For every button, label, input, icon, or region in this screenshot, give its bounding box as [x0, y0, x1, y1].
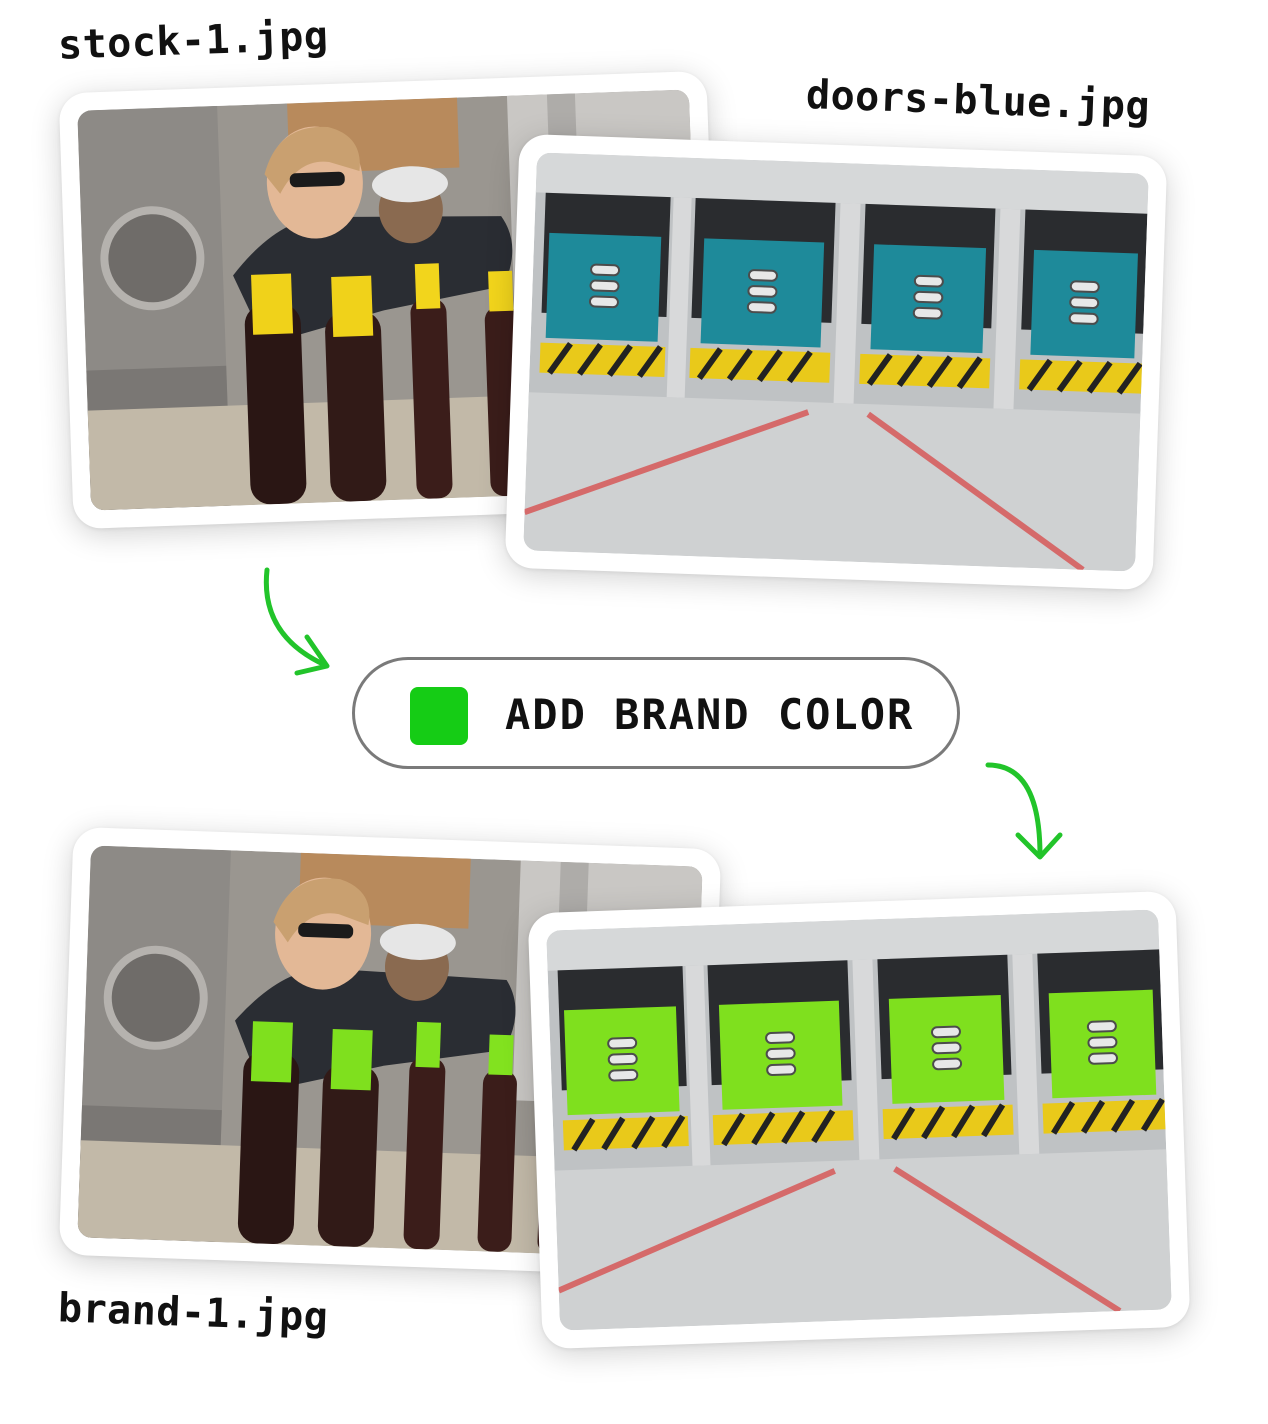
brand-color-swatch	[410, 687, 468, 745]
filename-doors-blue: doors-blue.jpg	[805, 72, 1151, 130]
arrow-down-right-icon	[263, 567, 330, 676]
photo-card-doors-blue[interactable]	[504, 133, 1168, 591]
filename-brand-1: brand-1.jpg	[57, 1285, 330, 1341]
add-brand-color-label: ADD BRAND COLOR	[505, 690, 915, 739]
filename-stock-1: stock-1.jpg	[57, 13, 330, 69]
loading-doors-photo	[523, 152, 1149, 572]
photo-card-doors-brand[interactable]	[527, 890, 1191, 1350]
add-brand-color-button[interactable]: ADD BRAND COLOR	[352, 657, 960, 769]
arrow-down-icon	[985, 762, 1063, 860]
loading-doors-brand-photo	[546, 909, 1172, 1331]
